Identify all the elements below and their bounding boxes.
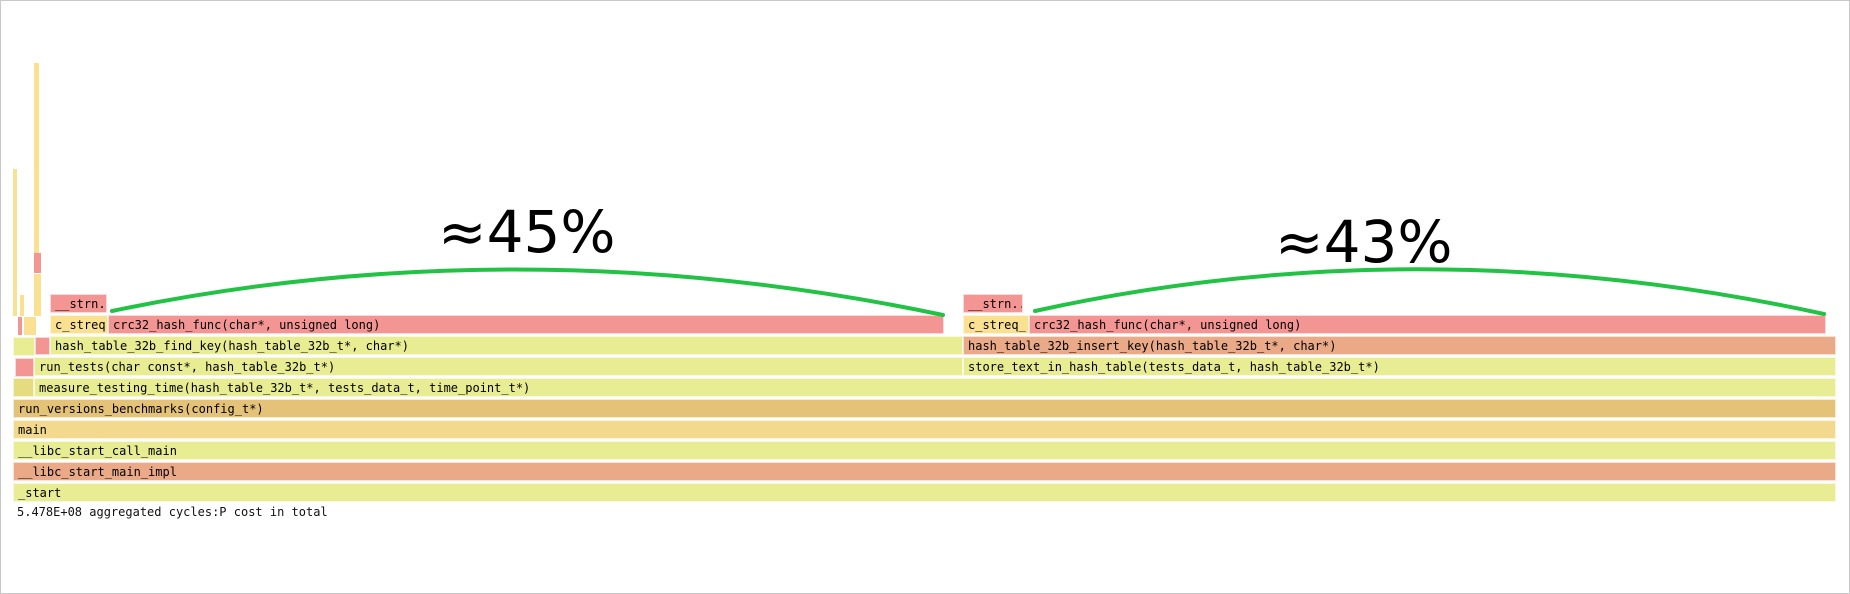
frame-main[interactable]: main xyxy=(13,420,1836,439)
frame-narrow-stack[interactable] xyxy=(34,274,41,316)
frame-c-streq-right[interactable]: c_streq_ xyxy=(963,315,1029,334)
frame-insert-key[interactable]: hash_table_32b_insert_key(hash_table_32b… xyxy=(963,336,1836,355)
frame-narrow-stack[interactable] xyxy=(13,337,35,356)
frame-run-versions-benchmarks[interactable]: run_versions_benchmarks(config_t*) xyxy=(13,399,1836,418)
total-cost-label: 5.478E+08 aggregated cycles:P cost in to… xyxy=(17,505,328,519)
frame-libc-start-main-impl[interactable]: __libc_start_main_impl xyxy=(13,462,1836,481)
frame-narrow-stack[interactable] xyxy=(15,358,34,377)
frame-c-streq-left[interactable]: c_streq xyxy=(50,315,108,334)
frame-start[interactable]: _start xyxy=(13,483,1836,502)
frame-narrow-stack[interactable] xyxy=(35,337,50,355)
frame-narrow-stack[interactable] xyxy=(18,317,22,335)
annotation-left-percent: ≈45% xyxy=(438,198,616,266)
frame-narrow-stack[interactable] xyxy=(34,253,41,273)
frame-crc32-left[interactable]: crc32_hash_func(char*, unsigned long) xyxy=(108,315,944,334)
frame-strn-left[interactable]: __strn.. xyxy=(50,294,107,313)
frame-narrow-stack[interactable] xyxy=(24,317,36,335)
frame-store-text[interactable]: store_text_in_hash_table(tests_data_t, h… xyxy=(963,357,1836,376)
annotation-right-percent: ≈43% xyxy=(1275,208,1453,276)
frame-strn-right[interactable]: __strn.. xyxy=(963,294,1023,313)
frame-run-tests[interactable]: run_tests(char const*, hash_table_32b_t*… xyxy=(34,357,963,376)
frame-measure-testing-time[interactable]: measure_testing_time(hash_table_32b_t*, … xyxy=(34,378,1836,397)
annotation-arc-left xyxy=(110,267,945,317)
frame-narrow-stack[interactable] xyxy=(20,295,24,316)
frame-narrow-stack[interactable] xyxy=(13,169,17,316)
frame-libc-start-call-main[interactable]: __libc_start_call_main xyxy=(13,441,1836,460)
frame-crc32-right[interactable]: crc32_hash_func(char*, unsigned long) xyxy=(1029,315,1826,334)
frame-narrow-stack[interactable] xyxy=(34,63,39,253)
frame-narrow-stack[interactable] xyxy=(13,378,34,397)
annotation-arc-right xyxy=(1033,267,1826,316)
frame-find-key[interactable]: hash_table_32b_find_key(hash_table_32b_t… xyxy=(50,336,963,355)
